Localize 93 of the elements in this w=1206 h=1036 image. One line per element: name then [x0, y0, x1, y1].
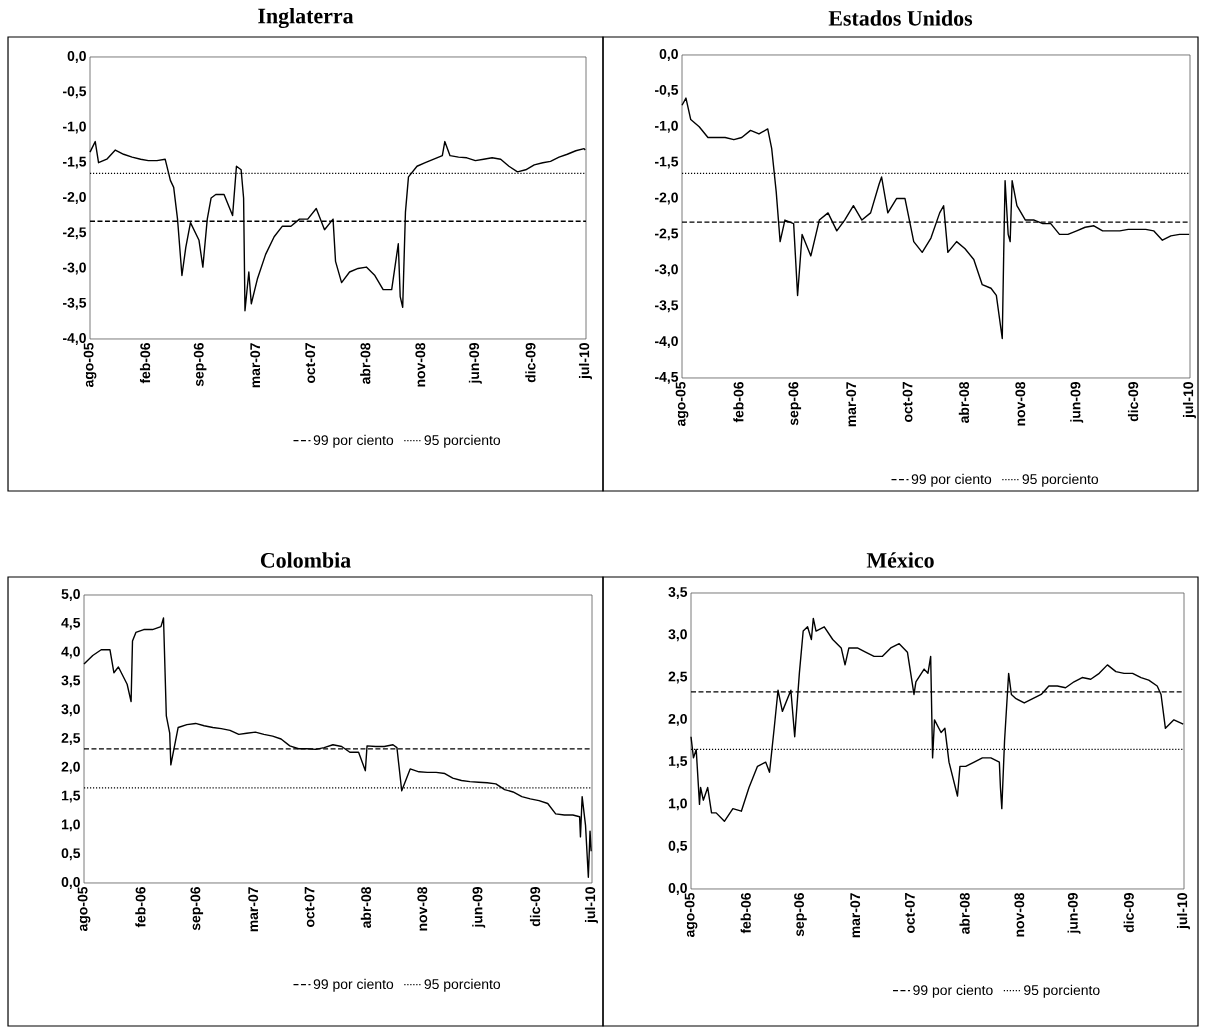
x-tick-label: abr-08 [360, 342, 371, 384]
x-tick-label: sep-06 [788, 382, 802, 426]
y-tick-label: 2,5 [61, 733, 81, 745]
legend-label: 95 porciento [1024, 984, 1100, 998]
x-tick-label: mar-07 [846, 382, 857, 427]
y-tick-label: -1,5 [63, 156, 87, 169]
y-tick-label: -1,0 [63, 121, 86, 134]
x-tick-label: nov-08 [415, 342, 426, 387]
x-tick-label: feb-06 [139, 343, 151, 384]
y-tick-label: 2,5 [668, 671, 688, 684]
y-tick-label: 0,5 [61, 848, 81, 861]
x-tick-label: jul-10 [578, 343, 592, 380]
legend-label: 95 porciento [424, 978, 501, 992]
y-tick-label: 2,0 [668, 713, 687, 726]
y-tick-label: -4,0 [655, 336, 678, 349]
y-tick-label: -4,5 [655, 372, 679, 384]
x-tick-label: jun-09 [468, 343, 482, 384]
x-tick-label: oct-07 [904, 893, 915, 934]
x-tick-label: jul-10 [1176, 893, 1190, 930]
x-tick-label: jul-10 [1182, 382, 1196, 419]
y-tick-label: 4,5 [61, 617, 81, 630]
x-tick-label: nov-08 [417, 886, 428, 931]
y-tick-label: -4,0 [63, 333, 86, 345]
chart-title: Colombia [260, 552, 351, 568]
x-tick-label: dic-09 [1127, 382, 1139, 422]
y-tick-label: 3,0 [668, 629, 687, 642]
x-tick-label: ago-05 [684, 892, 698, 938]
y-tick-label: -0,5 [63, 86, 87, 99]
y-tick-label: 0,0 [61, 877, 80, 889]
y-tick-label: 0,0 [659, 49, 678, 61]
x-tick-label: ago-05 [675, 381, 689, 427]
line-series [83, 617, 592, 878]
y-tick-label: 3,5 [668, 587, 688, 599]
x-tick-label: jul-10 [584, 887, 598, 924]
x-tick-label: oct-07 [305, 343, 316, 384]
y-tick-label: -1,5 [655, 156, 679, 169]
x-tick-label: sep-06 [794, 893, 807, 937]
y-tick-label: 3,5 [61, 675, 81, 688]
x-tick-label: abr-08 [959, 892, 970, 934]
legend-label: 99 por ciento [911, 473, 992, 487]
legend-label: 95 porciento [1022, 473, 1099, 487]
y-tick-label: -1,0 [655, 120, 678, 133]
x-tick-label: ago-05 [77, 886, 91, 932]
x-tick-label: dic-09 [1123, 893, 1134, 933]
y-tick-label: -2,5 [63, 227, 87, 240]
y-tick-label: -2,0 [655, 192, 678, 205]
y-tick-label: -2,0 [63, 192, 86, 204]
y-tick-label: 3,0 [61, 704, 80, 717]
y-tick-label: 1,5 [668, 756, 688, 768]
x-tick-label: feb-06 [740, 893, 751, 934]
x-tick-label: feb-06 [733, 382, 744, 423]
y-tick-label: -2,5 [655, 228, 679, 241]
x-tick-label: ago-05 [83, 342, 97, 388]
x-tick-label: jun-09 [1067, 893, 1081, 934]
x-tick-label: nov-08 [1014, 892, 1025, 937]
y-tick-label: -3,5 [63, 297, 87, 310]
y-tick-label: 0,0 [668, 883, 687, 895]
x-tick-label: oct-07 [902, 382, 913, 423]
x-tick-label: feb-06 [135, 887, 146, 928]
line-series [690, 617, 1184, 823]
y-tick-label: -3,0 [63, 262, 86, 275]
x-tick-label: mar-07 [850, 893, 861, 938]
x-tick-label: dic-09 [525, 343, 536, 383]
x-tick-label: sep-06 [193, 343, 207, 387]
y-tick-label: 2,0 [61, 761, 80, 774]
y-tick-label: -3,5 [655, 300, 679, 313]
x-tick-label: dic-09 [529, 887, 541, 927]
legend-label: 99 por ciento [313, 978, 394, 992]
legend-label: 95 porciento [424, 434, 501, 448]
x-tick-label: jun-09 [1070, 382, 1084, 423]
chart-title: México [866, 552, 934, 568]
x-tick-label: nov-08 [1015, 381, 1026, 426]
legend-label: 99 por ciento [313, 434, 394, 448]
y-tick-label: 5,0 [61, 589, 80, 601]
x-tick-label: oct-07 [304, 887, 315, 928]
legend-label: 99 por ciento [913, 984, 993, 998]
y-tick-label: 1,5 [61, 790, 81, 803]
x-tick-label: mar-07 [250, 343, 261, 388]
x-tick-label: abr-08 [958, 381, 970, 423]
y-tick-label: -0,5 [655, 84, 679, 97]
x-tick-label: jun-09 [472, 887, 486, 928]
x-tick-label: sep-06 [190, 887, 204, 931]
y-tick-label: 0,5 [668, 840, 688, 853]
line-series [89, 140, 586, 312]
x-tick-label: abr-08 [360, 886, 372, 928]
x-tick-label: mar-07 [248, 887, 259, 932]
y-tick-label: -3,0 [655, 264, 678, 277]
y-tick-label: 1,0 [668, 798, 687, 811]
chart-title: Inglaterra [258, 7, 354, 29]
y-tick-label: 0,0 [67, 51, 86, 63]
y-tick-label: 1,0 [61, 819, 80, 832]
chart-title: Estados Unidos [828, 10, 973, 26]
y-tick-label: 4,0 [61, 646, 80, 659]
